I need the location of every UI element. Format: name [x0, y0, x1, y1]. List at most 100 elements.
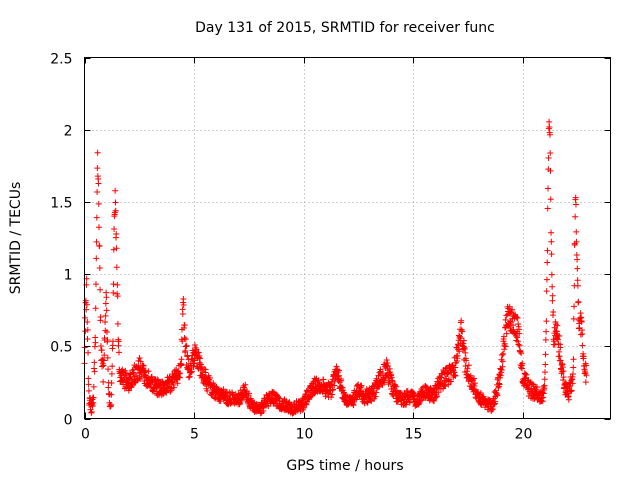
data-point [384, 360, 391, 367]
data-point [202, 366, 209, 373]
data-point [579, 330, 586, 337]
data-point [471, 375, 478, 382]
data-point [571, 303, 578, 310]
data-point [102, 319, 109, 326]
data-point [99, 363, 106, 370]
data-point [463, 357, 470, 364]
data-point [574, 277, 581, 284]
data-point [448, 378, 455, 385]
data-point [171, 384, 178, 391]
data-point [96, 265, 103, 272]
data-point [120, 381, 127, 388]
data-point [229, 392, 236, 399]
data-point [496, 381, 503, 388]
data-point [98, 347, 105, 354]
plot-frame [84, 57, 611, 419]
data-point [580, 353, 587, 360]
data-point [494, 392, 501, 399]
x-tick-label: 10 [296, 427, 314, 443]
data-point [109, 338, 116, 345]
data-point [188, 368, 195, 375]
data-point [498, 366, 505, 373]
data-point [574, 256, 581, 263]
chart-title: Day 131 of 2015, SRMTID for receiver fun… [195, 20, 495, 36]
data-point [546, 131, 553, 138]
data-point [315, 377, 322, 384]
data-point [329, 386, 336, 393]
data-point [96, 243, 103, 250]
data-point [573, 238, 580, 245]
data-point [127, 374, 134, 381]
data-point [503, 312, 510, 319]
data-point [546, 124, 553, 131]
data-point [177, 370, 184, 377]
data-point [560, 376, 567, 383]
data-point [560, 368, 567, 375]
data-point [534, 384, 541, 391]
data-point [465, 362, 472, 369]
data-point [88, 408, 95, 415]
data-point [94, 165, 101, 172]
data-point [91, 359, 98, 366]
data-point [499, 358, 506, 365]
data-point [275, 394, 282, 401]
data-point [141, 371, 148, 378]
data-point [113, 264, 120, 271]
data-point [179, 338, 186, 345]
data-point [462, 349, 469, 356]
data-point [557, 357, 564, 364]
data-point [93, 214, 100, 221]
data-point [540, 383, 547, 390]
data-point [115, 338, 122, 345]
data-point [93, 255, 100, 262]
data-point [551, 338, 558, 345]
data-point [85, 387, 92, 394]
data-point [93, 281, 100, 288]
data-point [540, 394, 547, 401]
data-point [464, 365, 471, 372]
data-point [579, 342, 586, 349]
data-point [553, 328, 560, 335]
data-point [452, 364, 459, 371]
data-point [112, 207, 119, 214]
y-axis-label: SRMTID / TECUs [8, 182, 24, 295]
data-point [95, 200, 102, 207]
data-point [577, 331, 584, 338]
data-point [582, 379, 589, 386]
data-point [500, 350, 507, 357]
data-points [81, 118, 590, 417]
data-point [102, 300, 109, 307]
data-point [103, 328, 110, 335]
data-point [90, 394, 97, 401]
data-point [168, 385, 175, 392]
data-point [518, 350, 525, 357]
data-point [543, 318, 550, 325]
data-point [498, 356, 505, 363]
data-point [179, 310, 186, 317]
data-point [82, 314, 89, 321]
data-point [471, 386, 478, 393]
data-point [92, 334, 99, 341]
data-point [578, 318, 585, 325]
data-point [519, 365, 526, 372]
x-tick-label: 15 [405, 427, 423, 443]
data-point [113, 231, 120, 238]
data-point [171, 367, 178, 374]
axis-ticks: 0 5 10 15 20 0 0.5 1 1.5 2 2.5 [50, 52, 611, 443]
data-point [516, 330, 523, 337]
data-point [574, 282, 581, 289]
data-point [545, 185, 552, 192]
data-point [519, 360, 526, 367]
data-point [381, 377, 388, 384]
data-point [91, 368, 98, 375]
x-axis-label: GPS time / hours [286, 458, 403, 474]
data-point [260, 407, 267, 414]
data-point [97, 343, 104, 350]
data-point [506, 303, 513, 310]
x-tick-label: 20 [515, 427, 533, 443]
data-point [110, 289, 117, 296]
data-point [559, 360, 566, 367]
data-point [110, 246, 117, 253]
y-tick-label: 0.5 [50, 340, 72, 356]
data-point [548, 251, 555, 258]
